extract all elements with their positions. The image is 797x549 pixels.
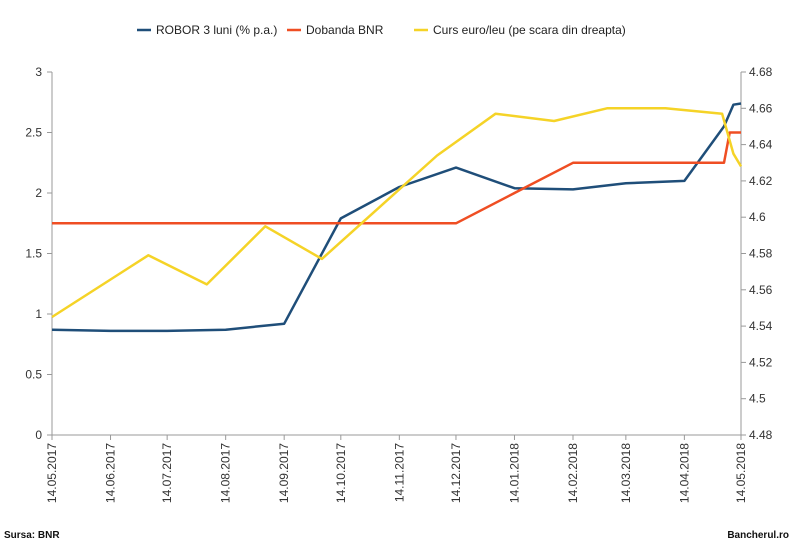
source-note: Sursa: BNR xyxy=(4,530,60,541)
chart-legend: ROBOR 3 luni (% p.a.) Dobanda BNR Curs eur… xyxy=(137,23,626,37)
y-left-tick-label: 3 xyxy=(35,65,42,79)
chart-series xyxy=(51,102,743,333)
chart-axes: 00.511.522.534.484.54.524.544.564.584.64… xyxy=(25,65,772,503)
y-right-tick-label: 4.52 xyxy=(749,355,773,369)
x-tick-label: 14.07.2017 xyxy=(160,443,174,503)
y-right-tick-label: 4.64 xyxy=(749,138,773,152)
series-line-2 xyxy=(52,131,741,225)
y-right-tick-label: 4.6 xyxy=(749,210,766,224)
y-right-tick-label: 4.48 xyxy=(749,428,773,442)
x-tick-label: 14.04.2018 xyxy=(677,443,691,503)
y-left-tick-label: 1.5 xyxy=(25,247,42,261)
y-right-tick-label: 4.68 xyxy=(749,65,773,79)
y-right-tick-label: 4.66 xyxy=(749,101,773,115)
y-right-tick-label: 4.5 xyxy=(749,392,766,406)
y-right-tick-label: 4.58 xyxy=(749,247,773,261)
series-line-1 xyxy=(51,102,742,333)
y-right-tick-label: 4.54 xyxy=(749,319,773,333)
legend-label: Curs euro/leu (pe scara din dreapta) xyxy=(433,23,626,37)
legend-label: ROBOR 3 luni (% p.a.) xyxy=(156,23,277,37)
x-tick-label: 14.01.2018 xyxy=(507,443,521,503)
series-line-3 xyxy=(51,107,743,319)
y-left-tick-label: 2 xyxy=(35,186,42,200)
x-tick-label: 14.11.2017 xyxy=(392,443,406,502)
x-tick-label: 14.06.2017 xyxy=(104,443,118,503)
x-tick-label: 14.08.2017 xyxy=(219,443,233,503)
y-left-tick-label: 0 xyxy=(35,428,42,442)
y-left-tick-label: 1 xyxy=(35,307,42,321)
y-left-tick-label: 0.5 xyxy=(25,368,42,382)
y-left-tick-label: 2.5 xyxy=(25,126,42,140)
brand-label: Bancherul.ro xyxy=(727,530,789,541)
x-tick-label: 14.09.2017 xyxy=(277,443,291,503)
x-tick-label: 14.03.2018 xyxy=(619,443,633,503)
x-tick-label: 14.12.2017 xyxy=(449,443,463,503)
y-right-tick-label: 4.62 xyxy=(749,174,773,188)
legend-label: Dobanda BNR xyxy=(306,23,384,37)
x-tick-label: 14.10.2017 xyxy=(334,443,348,503)
x-tick-label: 14.05.2018 xyxy=(734,443,748,503)
x-tick-label: 14.05.2017 xyxy=(45,443,59,503)
x-tick-label: 14.02.2018 xyxy=(566,443,580,503)
y-right-tick-label: 4.56 xyxy=(749,283,773,297)
